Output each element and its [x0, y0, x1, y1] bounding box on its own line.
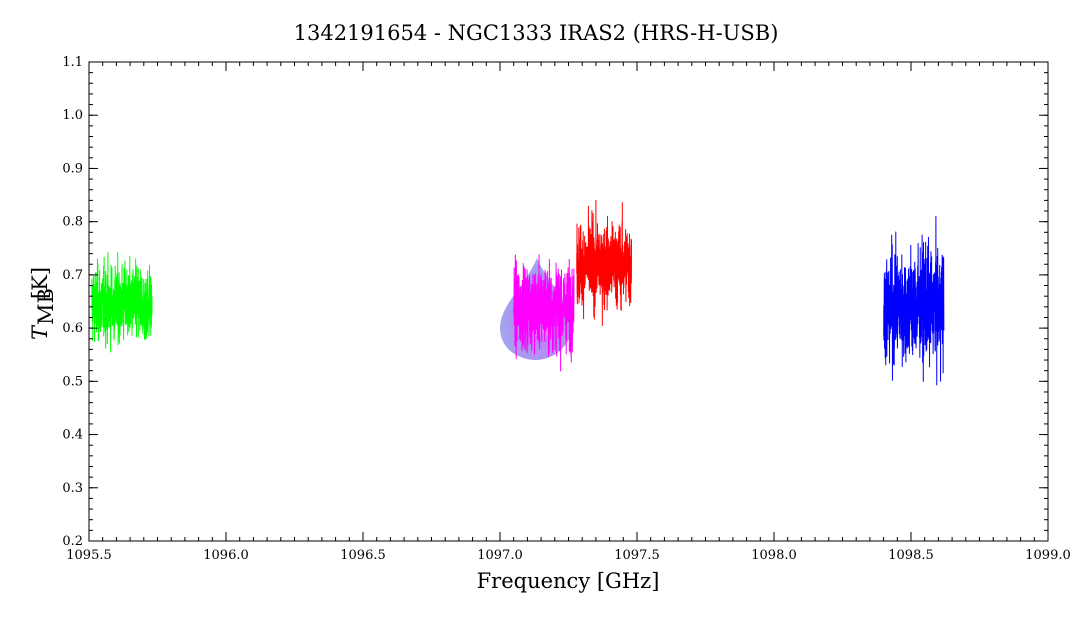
- y-tick-label: 0.2: [62, 534, 83, 549]
- y-tick-label: 0.3: [62, 481, 83, 496]
- x-tick-label: 1098.0: [751, 548, 797, 563]
- series-line-1: [513, 254, 575, 372]
- x-axis-label: Frequency [GHz]: [477, 569, 660, 593]
- x-tick-label: 1098.5: [888, 548, 934, 563]
- y-tick-label: 0.7: [62, 268, 83, 283]
- series-line-0: [91, 252, 153, 353]
- series-line-2: [576, 199, 633, 326]
- y-tick-label: 0.8: [62, 215, 83, 230]
- x-tick-label: 1095.5: [66, 548, 112, 563]
- y-axis-symbol: T: [28, 324, 52, 340]
- y-tick-label: 1.0: [62, 108, 83, 123]
- x-tick-label: 1097.5: [614, 548, 660, 563]
- x-tick-label: 1096.0: [203, 548, 249, 563]
- x-tick-label: 1099.0: [1025, 548, 1071, 563]
- y-tick-label: 1.1: [62, 55, 83, 70]
- series-line-3: [883, 216, 945, 386]
- x-tick-label: 1096.5: [340, 548, 386, 563]
- x-tick-label: 1097.0: [477, 548, 523, 563]
- y-tick-label: 0.6: [62, 321, 83, 336]
- y-axis-subscript: MB: [34, 288, 58, 325]
- y-tick-label: 0.4: [62, 428, 83, 443]
- y-tick-label: 0.9: [62, 161, 83, 176]
- axis-ticks: 1095.5 1096.0 1096.5 1097.0 1097.5 1098.0 1098…: [62, 55, 1070, 563]
- y-axis-unit: [K]: [28, 267, 52, 299]
- chart-title: 1342191654 - NGC1333 IRAS2 (HRS-H-USB): [294, 21, 779, 45]
- plot-series: [91, 199, 945, 386]
- y-tick-label: 0.5: [62, 374, 83, 389]
- y-axis-label: T MB [K]: [28, 267, 58, 340]
